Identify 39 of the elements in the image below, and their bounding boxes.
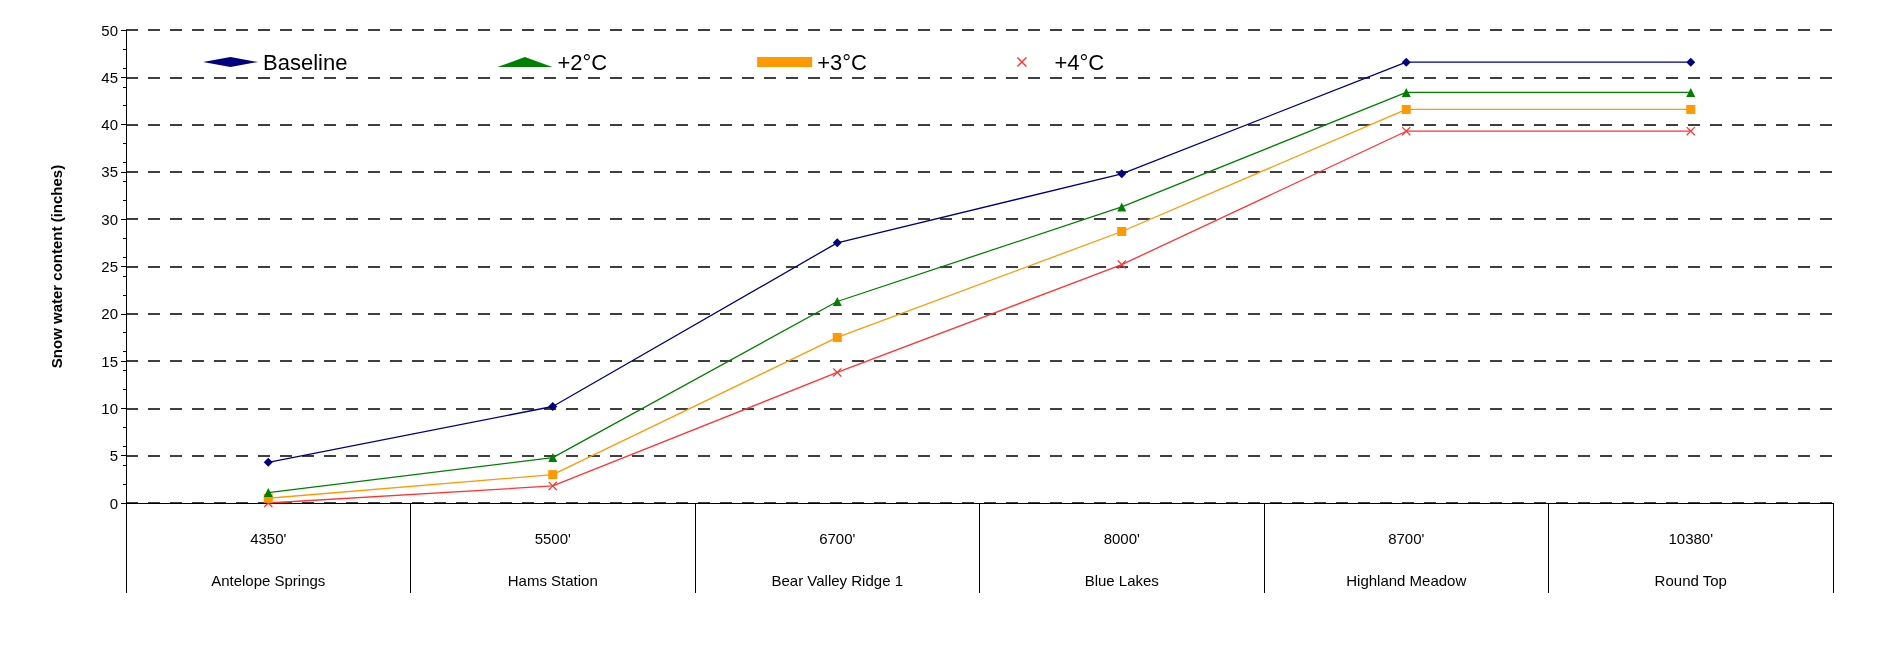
y-tick-label: 15 [101,352,118,370]
point [1401,87,1411,97]
point [263,457,273,467]
point [1117,227,1127,236]
point [1117,260,1127,270]
y-tick-label: 25 [101,258,118,275]
point [832,238,842,248]
y-tick-label: 20 [101,305,118,323]
category-label: 4350' Antelope Springs [211,529,326,589]
point [832,332,842,342]
category-label: 10380' Round Top [1654,529,1727,589]
point [1401,57,1411,67]
y-tick-label: 50 [101,21,118,39]
y-axis-title: Snow water content (inches) [48,164,65,369]
y-tick-label: 35 [101,163,118,181]
y-tick-label: 10 [101,399,118,417]
legend-label: +3°C [817,49,868,75]
y-tick-label: 5 [109,447,118,465]
point [548,481,558,491]
y-tick-label: 30 [101,210,118,228]
legend-label: +4°C [1054,49,1105,75]
y-tick-label: 40 [101,116,118,134]
point [1117,169,1127,179]
category-label: 5500' Hams Station [507,529,598,589]
y-tick-label: 45 [101,68,118,86]
category-label: 8700' Highland Meadow [1346,529,1467,589]
legend-label: +2°C [557,49,608,75]
point [1686,104,1696,114]
point [548,470,558,480]
category-label: 6700' Bear Valley Ridge 1 [771,529,903,589]
point [1686,87,1696,97]
category-label: 8000' Blue Lakes [1084,529,1159,589]
point [1401,104,1411,114]
point [548,402,558,412]
point [832,297,842,306]
legend-label: Baseline [263,49,348,75]
point [832,367,842,377]
point [1686,57,1696,67]
y-tick-label: 0 [109,494,118,512]
